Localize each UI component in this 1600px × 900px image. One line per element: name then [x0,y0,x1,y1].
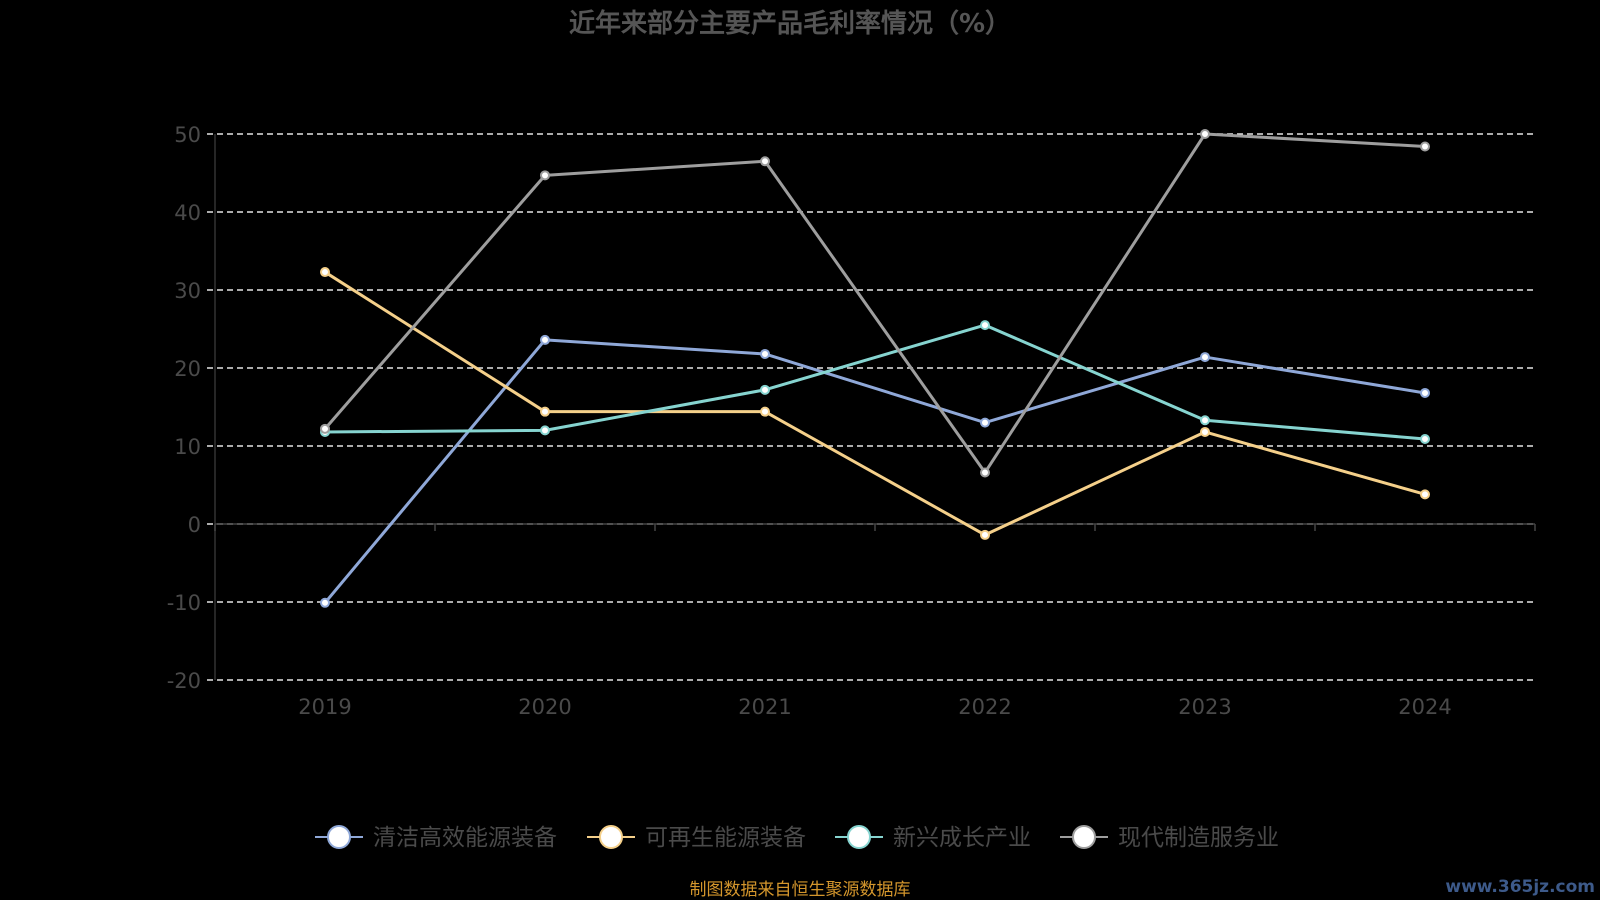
x-axis-ticks: 2019 2020 2021 2022 2023 2024 [298,695,1451,719]
y-tick-label: 40 [174,201,201,225]
data-point [1200,129,1210,139]
legend-marker [847,825,871,849]
data-point [980,467,990,478]
legend-marker [327,825,351,849]
data-point [980,529,990,540]
series-line-4 [323,132,1426,475]
data-point [540,170,550,181]
legend-label: 清洁高效能源装备 [373,825,557,851]
chart-title: 近年来部分主要产品毛利率情况（%） [569,8,1011,39]
y-tick-label: 20 [174,357,201,381]
data-point [980,320,990,331]
y-axis-ticks: -20 -10 0 10 20 30 40 50 [167,123,201,693]
data-point [1420,433,1430,444]
source-note: 制图数据来自恒生聚源数据库 [690,880,911,900]
data-point [980,417,990,428]
data-point [1200,415,1210,426]
x-tick-label: 2024 [1398,695,1451,719]
data-point [540,425,550,436]
series-group [320,129,1430,608]
y-tick-label: 50 [174,123,201,147]
y-tick-label: 0 [188,513,201,537]
series-line-2 [324,270,1426,537]
legend-label: 现代制造服务业 [1118,825,1279,851]
y-tick-label: -20 [167,669,201,693]
x-tick-label: 2021 [738,695,791,719]
y-tick-label: 30 [174,279,201,303]
y-tick-label: -10 [167,591,201,615]
data-point [1420,387,1430,398]
data-point [540,406,550,417]
data-point [1200,426,1210,437]
data-point [1420,489,1430,500]
data-point [320,597,330,608]
x-tick-label: 2023 [1178,695,1231,719]
data-point [1200,352,1210,363]
y-tick-label: 10 [174,435,201,459]
data-point [1420,141,1430,152]
data-point [320,423,330,434]
series-line-3 [324,323,1426,441]
x-tick-label: 2020 [518,695,571,719]
legend: 清洁高效能源装备 可再生能源装备 新兴成长产业 现代制造服务业 [315,825,1279,851]
watermark: www.365jz.com [1445,877,1595,897]
data-point [320,267,330,278]
legend-label: 新兴成长产业 [893,825,1031,851]
x-tick-label: 2022 [958,695,1011,719]
grid-lines [207,133,1535,681]
data-point [760,348,770,359]
data-point [760,384,770,395]
legend-marker [1072,825,1096,849]
legend-label: 可再生能源装备 [645,825,806,851]
legend-marker [599,825,623,849]
x-tick-label: 2019 [298,695,351,719]
data-point [540,334,550,345]
series-line-1 [323,338,1426,604]
axes [214,134,1536,680]
data-point [760,406,770,417]
data-point [760,156,770,167]
